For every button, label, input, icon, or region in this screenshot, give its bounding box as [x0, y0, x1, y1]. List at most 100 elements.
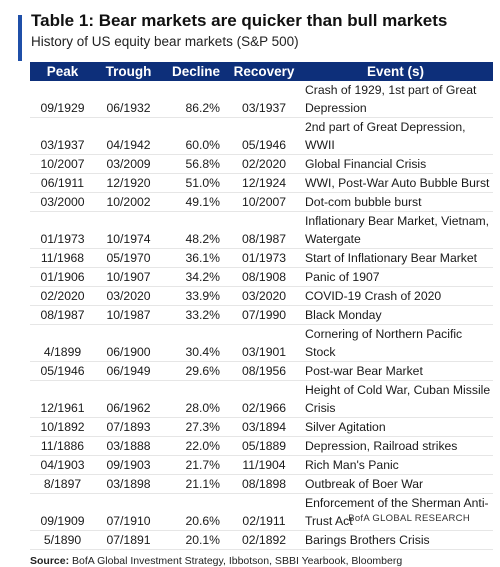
cell-trough: 06/1962: [95, 380, 162, 418]
event-line: Crash of 1929, 1st part of Great: [305, 83, 477, 97]
cell-recovery: 02/2020: [230, 154, 298, 174]
cell-trough: 07/1893: [95, 417, 162, 437]
table-row: 8/1897 03/1898 21.1% 08/1898 Outbreak of Boe…: [30, 474, 493, 494]
table-row: 05/1946 06/1949 29.6% 08/1956 Post-war Bear …: [30, 361, 493, 381]
cell-recovery: 02/1892: [230, 530, 298, 550]
cell-trough: 05/1970: [95, 248, 162, 268]
page: Table 1: Bear markets are quicker than b…: [18, 10, 493, 567]
cell-decline: 20.1%: [162, 530, 230, 550]
cell-event: Barings Brothers Crisis: [298, 530, 493, 550]
table-row: 11/1968 05/1970 36.1% 01/1973 Start of Infla…: [30, 248, 493, 268]
cell-decline: 33.9%: [162, 286, 230, 306]
cell-peak: 10/2007: [30, 154, 95, 174]
cell-event: Cornering of Northern Pacific Stock: [298, 324, 493, 362]
event-line: Enforcement of the Sherman Anti-: [305, 496, 489, 510]
cell-decline: 29.6%: [162, 361, 230, 381]
table-body: 09/1929 06/1932 86.2% 03/1937 Crash of 1929,…: [30, 81, 493, 550]
cell-recovery: 07/1990: [230, 305, 298, 325]
table-row: 10/2007 03/2009 56.8% 02/2020 Global Financi…: [30, 154, 493, 174]
column-header-trough: Trough: [95, 62, 162, 81]
cell-trough: 03/1898: [95, 474, 162, 494]
cell-decline: 86.2%: [162, 81, 230, 118]
cell-event: Enforcement of the Sherman Anti- Trust Ac…: [298, 493, 493, 531]
cell-trough: 03/1888: [95, 436, 162, 456]
table-title: Table 1: Bear markets are quicker than b…: [31, 11, 448, 30]
cell-recovery: 10/2007: [230, 192, 298, 212]
bear-markets-table: Peak Trough Decline Recovery Event (s) 0…: [30, 62, 493, 550]
cell-decline: 36.1%: [162, 248, 230, 268]
brand-logo-text: BofA GLOBAL RESEARCH: [348, 513, 470, 524]
event-line: Depression: [305, 101, 367, 115]
cell-event: Crash of 1929, 1st part of Great Depressi…: [298, 81, 493, 118]
title-block: Table 1: Bear markets are quicker than b…: [18, 10, 478, 61]
cell-decline: 51.0%: [162, 173, 230, 193]
cell-decline: 56.8%: [162, 154, 230, 174]
event-line: Trust Act: [305, 514, 353, 528]
cell-recovery: 08/1987: [230, 211, 298, 249]
event-line: Crisis: [305, 401, 336, 415]
column-header-recovery: Recovery: [230, 62, 298, 81]
cell-decline: 49.1%: [162, 192, 230, 212]
event-line: Depression, Railroad strikes: [305, 439, 458, 453]
cell-event: COVID-19 Crash of 2020: [298, 286, 493, 306]
table-header-row: Peak Trough Decline Recovery Event (s): [30, 62, 493, 81]
table-row: 02/2020 03/2020 33.9% 03/2020 COVID-19 Crash…: [30, 286, 493, 306]
cell-trough: 04/1942: [95, 117, 162, 155]
cell-peak: 8/1897: [30, 474, 95, 494]
cell-event: Depression, Railroad strikes: [298, 436, 493, 456]
event-line: Barings Brothers Crisis: [305, 533, 430, 547]
cell-recovery: 01/1973: [230, 248, 298, 268]
cell-decline: 30.4%: [162, 324, 230, 362]
event-line: 2nd part of Great Depression, WWII: [305, 120, 466, 152]
event-line: Outbreak of Boer War: [305, 477, 424, 491]
cell-peak: 02/2020: [30, 286, 95, 306]
cell-trough: 06/1949: [95, 361, 162, 381]
cell-recovery: 02/1966: [230, 380, 298, 418]
cell-decline: 48.2%: [162, 211, 230, 249]
cell-decline: 21.7%: [162, 455, 230, 475]
cell-event: Panic of 1907: [298, 267, 493, 287]
cell-decline: 20.6%: [162, 493, 230, 531]
cell-peak: 09/1929: [30, 81, 95, 118]
table-row: 11/1886 03/1888 22.0% 05/1889 Depression, Ra…: [30, 436, 493, 456]
cell-trough: 07/1910: [95, 493, 162, 531]
cell-peak: 01/1906: [30, 267, 95, 287]
event-line: Rich Man's Panic: [305, 458, 399, 472]
event-line: COVID-19 Crash of 2020: [305, 289, 442, 303]
table-row: 5/1890 07/1891 20.1% 02/1892 Barings Brother…: [30, 530, 493, 550]
cell-peak: 12/1961: [30, 380, 95, 418]
cell-decline: 60.0%: [162, 117, 230, 155]
event-line: Global Financial Crisis: [305, 157, 427, 171]
cell-decline: 34.2%: [162, 267, 230, 287]
event-line: Watergate: [305, 232, 361, 246]
column-header-event: Event (s): [298, 62, 493, 81]
event-line: Silver Agitation: [305, 420, 386, 434]
cell-trough: 10/1907: [95, 267, 162, 287]
table-row: 03/2000 10/2002 49.1% 10/2007 Dot-com bubble…: [30, 192, 493, 212]
cell-recovery: 03/1937: [230, 81, 298, 118]
table-row: 12/1961 06/1962 28.0% 02/1966 Height of Cold…: [30, 380, 493, 418]
cell-trough: 03/2020: [95, 286, 162, 306]
cell-decline: 21.1%: [162, 474, 230, 494]
cell-event: Global Financial Crisis: [298, 154, 493, 174]
cell-decline: 27.3%: [162, 417, 230, 437]
cell-peak: 01/1973: [30, 211, 95, 249]
cell-trough: 12/1920: [95, 173, 162, 193]
cell-peak: 03/2000: [30, 192, 95, 212]
cell-peak: 09/1909: [30, 493, 95, 531]
cell-event: Post-war Bear Market: [298, 361, 493, 381]
cell-recovery: 03/1901: [230, 324, 298, 362]
table-row: 04/1903 09/1903 21.7% 11/1904 Rich Man's Pan…: [30, 455, 493, 475]
cell-decline: 22.0%: [162, 436, 230, 456]
cell-recovery: 05/1946: [230, 117, 298, 155]
cell-recovery: 08/1956: [230, 361, 298, 381]
cell-event: WWI, Post-War Auto Bubble Burst: [298, 173, 493, 193]
title-accent-bar: [18, 15, 22, 61]
cell-trough: 10/1974: [95, 211, 162, 249]
cell-event: Start of Inflationary Bear Market: [298, 248, 493, 268]
cell-event: Outbreak of Boer War: [298, 474, 493, 494]
event-line: Cornering of Northern Pacific Stock: [305, 327, 463, 359]
table-row: 10/1892 07/1893 27.3% 03/1894 Silver Agitati…: [30, 417, 493, 437]
table-row: 4/1899 06/1900 30.4% 03/1901 Cornering of No…: [30, 324, 493, 362]
table-subtitle: History of US equity bear markets (S&P 5…: [31, 34, 299, 49]
